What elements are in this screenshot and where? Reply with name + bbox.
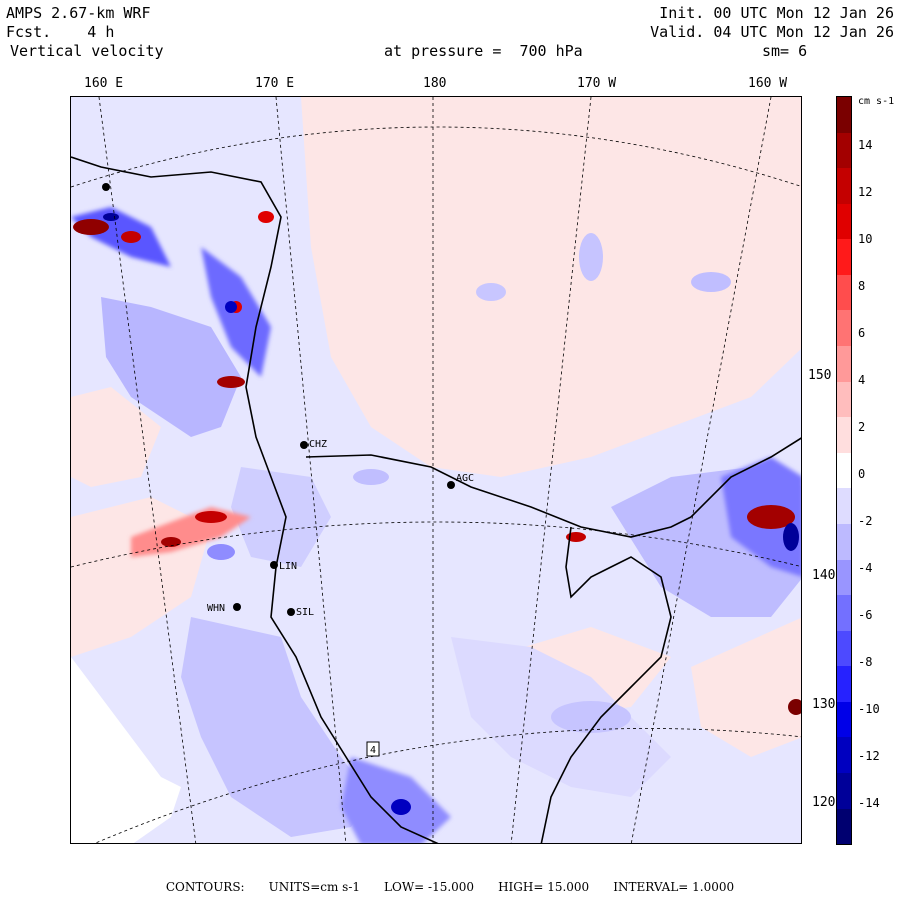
lon-label-160w: 160 W [748,76,788,91]
colorbar-tick-label: -10 [858,702,880,716]
colorbar-segment [837,381,851,418]
pressure-label: at pressure = [384,42,502,60]
colorbar [836,96,852,845]
colorbar-segment [837,737,851,773]
footer-units: UNITS=cm s-1 [268,880,361,894]
map-canvas: CHZ AGC WHN LIN SIL 4 [71,97,801,843]
model-title: AMPS 2.67-km WRF [6,4,151,22]
colorbar-tick-label: 12 [858,185,873,199]
field-name: Vertical velocity [10,42,164,60]
footer-low: LOW= -15.000 [384,880,475,894]
colorbar-segment [837,559,851,596]
label-box [366,741,380,757]
label-box-text: 4 [370,745,376,756]
colorbar-segment [837,666,851,702]
colorbar-tick-label: -6 [858,608,873,622]
colorbar-segment [837,132,851,169]
colorbar-segment [837,452,851,489]
init-time: Init. 00 UTC Mon 12 Jan 26 [659,4,894,22]
colorbar-segment [837,808,851,845]
colorbar-segment [837,523,851,560]
footer-contours: CONTOURS: [165,880,245,894]
footer-interval: INTERVAL= 1.0000 [613,880,735,894]
colorbar-units: cm s-1 [858,96,895,107]
colorbar-segment [837,239,851,275]
fcst-value: 4 h [87,23,115,41]
graticule [71,97,801,843]
colorbar-segment [837,488,851,524]
colorbar-tick-label: 10 [858,232,873,246]
forecast-label: Fcst. 4 h [6,23,114,42]
colorbar-segment [837,772,851,809]
colorbar-segment [837,310,851,347]
station-agc: AGC [456,473,474,484]
station-markers [102,183,455,616]
colorbar-tick-label: 2 [858,420,866,434]
colorbar-segment [837,168,851,204]
station-lin: LIN [279,561,297,572]
out-of-domain-area [71,657,181,843]
vertical-velocity-map: CHZ AGC WHN LIN SIL 4 [70,96,802,844]
colorbar-tick-label: 0 [858,467,866,481]
colorbar-segment [837,595,851,631]
fcst-label: Fcst. [6,23,52,41]
colorbar-tick-label: 6 [858,326,866,340]
smoothing-label: sm= 6 [762,42,808,60]
colorbar-segment [837,203,851,240]
coastlines [71,156,801,843]
colorbar-tick-label: -2 [858,514,873,528]
lon-label-160e: 160 E [84,76,124,91]
colorbar-segment [837,630,851,667]
colorbar-segment [837,274,851,311]
colorbar-tick-label: -4 [858,561,873,575]
pressure-value: 700 hPa [519,42,583,60]
colorbar-segment [837,701,851,738]
pressure-level: at pressure = 700 hPa [384,42,583,61]
colorbar-tick-label: -8 [858,655,873,669]
colorbar-segment [837,346,851,382]
lon-label-180: 180 [423,76,447,91]
colorbar-tick-label: 8 [858,279,866,293]
station-chz: CHZ [309,439,327,450]
colorbar-tick-label: -14 [858,796,880,810]
valid-time: Valid. 04 UTC Mon 12 Jan 26 [650,23,894,41]
colorbar-tick-label: 4 [858,373,866,387]
station-sil: SIL [296,607,314,618]
lon-label-170e: 170 E [255,76,295,91]
footer-high: HIGH= 15.000 [498,880,590,894]
station-labels: CHZ AGC WHN LIN SIL [207,439,474,618]
colorbar-segment [837,97,851,133]
station-whn: WHN [207,603,225,614]
contour-info: CONTOURS: UNITS=cm s-1 LOW= -15.000 HIGH= 1… [0,880,900,894]
colorbar-tick-label: -12 [858,749,880,763]
colorbar-segment [837,417,851,453]
lon-label-170w: 170 W [577,76,617,91]
colorbar-tick-label: 14 [858,138,873,152]
strong-negative-cores [103,213,799,815]
